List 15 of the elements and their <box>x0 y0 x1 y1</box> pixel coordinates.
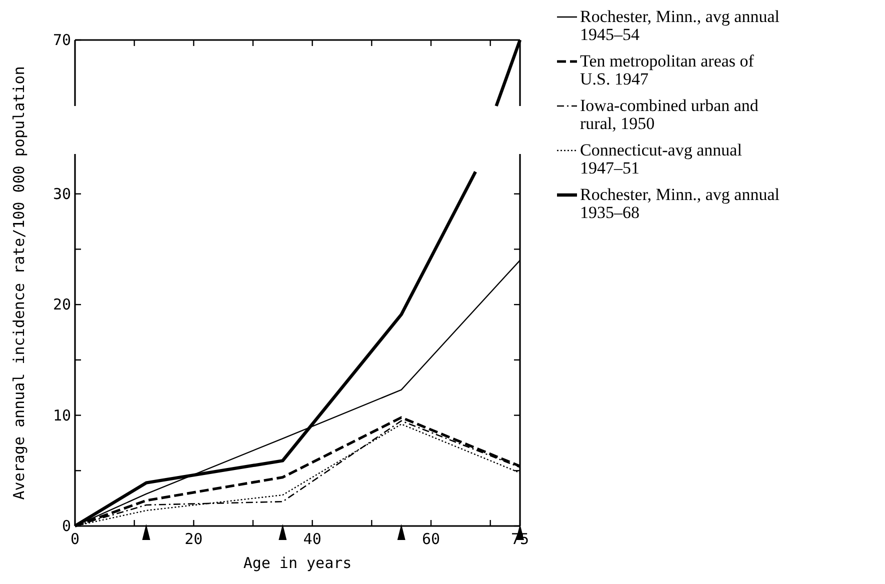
legend-label: Rochester, Minn., avg annual 1945–54 <box>580 7 780 44</box>
y-tick-label: 0 <box>62 517 71 535</box>
y-tick-label: 20 <box>52 296 71 314</box>
legend-label: Ten metropolitan areas of U.S. 1947 <box>580 52 754 88</box>
y-axis-title: Average annual incidence rate/100 000 population <box>10 66 28 500</box>
text: 70 <box>52 31 71 49</box>
x-axis-title: Age in years <box>243 554 352 572</box>
x-tick-label: 20 <box>184 530 203 548</box>
y-tick-label: 10 <box>52 406 71 424</box>
y-tick-label: 30 <box>52 184 71 203</box>
x-tick-label: 60 <box>422 530 440 548</box>
legend-label: Connecticut-avg annual 1947–51 <box>580 140 742 178</box>
legend-label: Rochester, Minn., avg annual 1935–68 <box>580 185 780 222</box>
legend-label: Iowa-combined urban and rural, 1950 <box>580 96 759 133</box>
x-tick-label: 40 <box>303 530 322 548</box>
